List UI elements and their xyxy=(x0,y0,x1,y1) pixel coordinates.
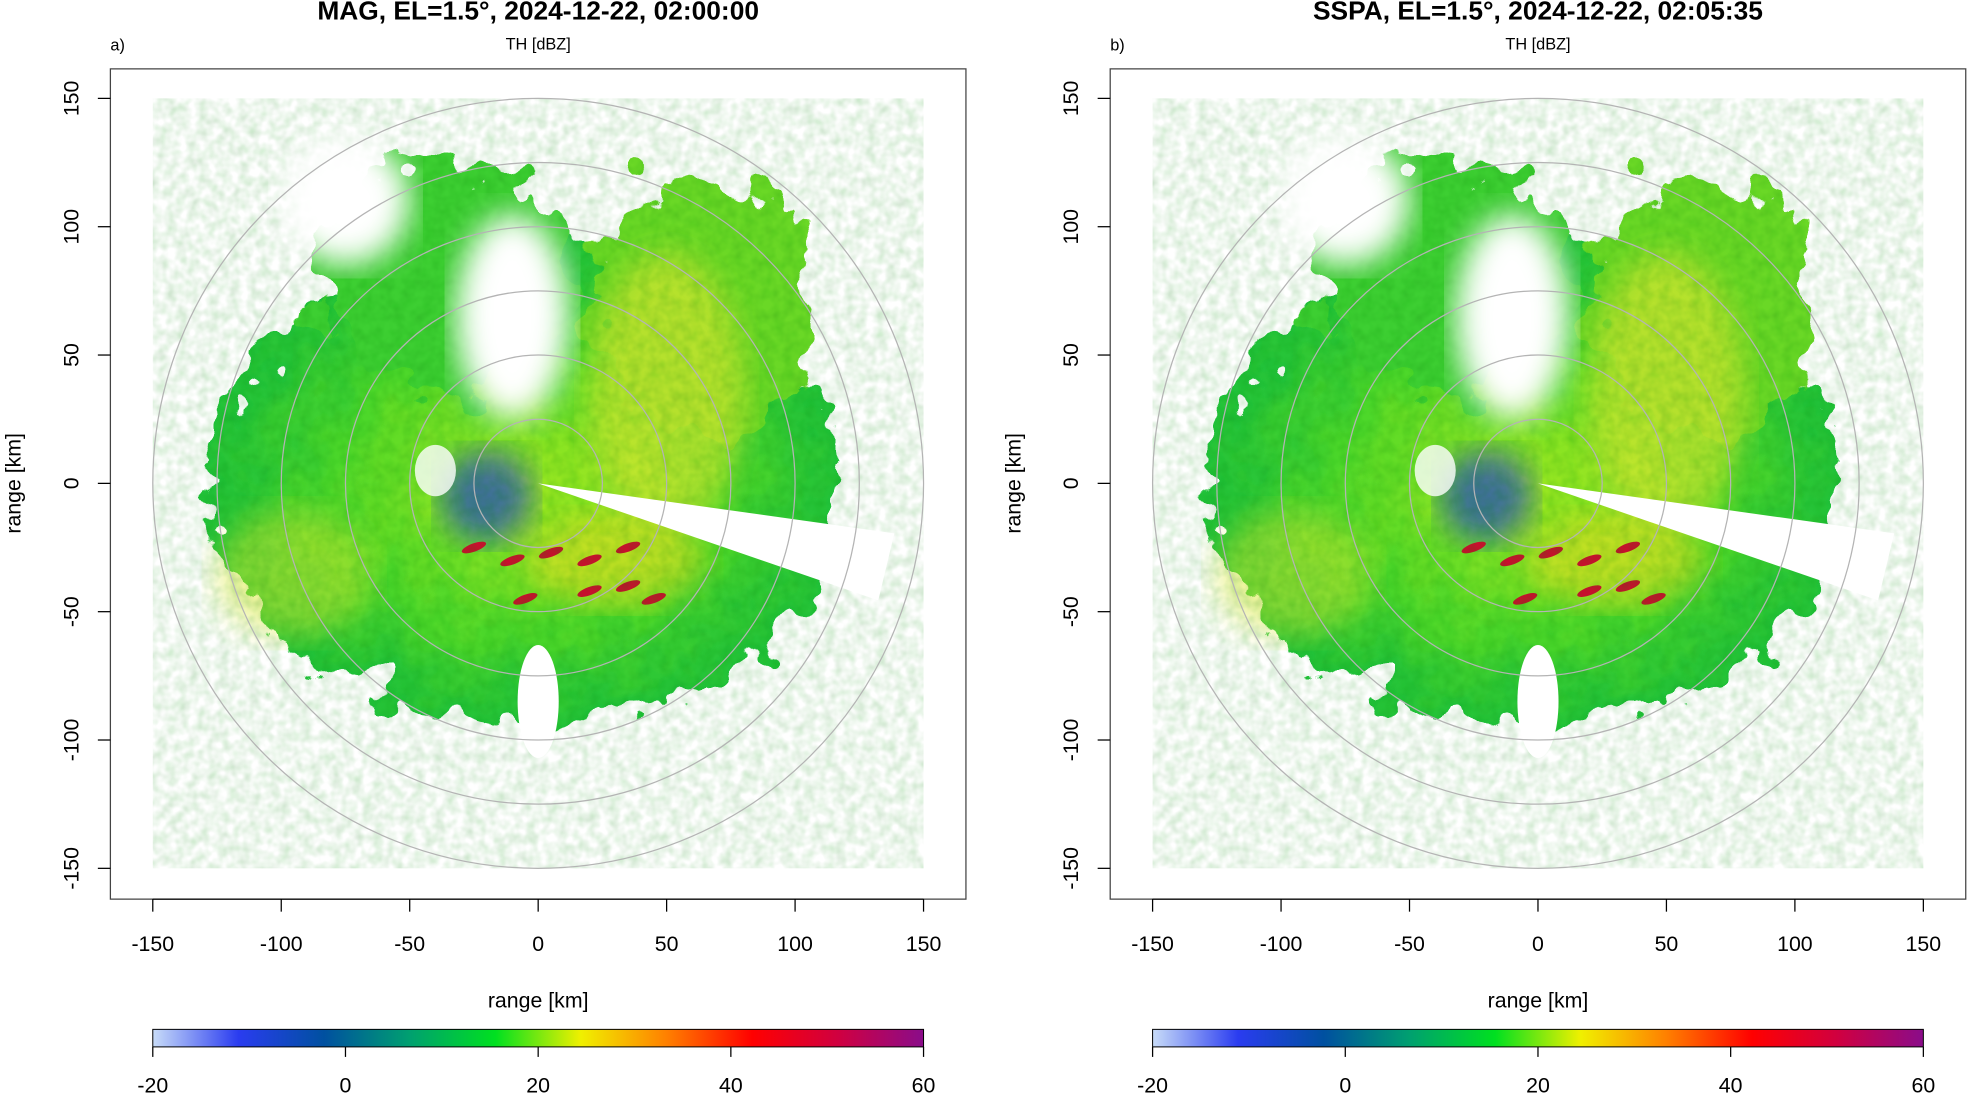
x-tick-label: -150 xyxy=(131,932,174,956)
colorbar-tick-label: 20 xyxy=(1526,1074,1550,1098)
range-ring xyxy=(1473,418,1603,549)
range-ring xyxy=(1216,161,1860,805)
panel: -150 -100 -50 0 50 100 150 -150 -100 -50 0 50 100 150… xyxy=(2,0,967,1098)
x-tick-label: 150 xyxy=(906,932,942,956)
gap-south xyxy=(1517,645,1559,758)
y-tick-label: 150 xyxy=(1059,80,1083,116)
colorbar-tick-label: 0 xyxy=(1339,1074,1351,1098)
x-axis-label: range [km] xyxy=(1488,988,1589,1012)
x-tick-label: -100 xyxy=(1260,932,1303,956)
x-tick-label: 150 xyxy=(1906,932,1942,956)
y-tick-label: -100 xyxy=(59,719,83,762)
x-tick-label: -50 xyxy=(1394,932,1425,956)
x-tick-label: 50 xyxy=(1655,932,1679,956)
radar-field xyxy=(1152,98,1924,869)
gap-north xyxy=(455,213,569,420)
range-ring xyxy=(1344,290,1732,677)
colorbar-tick-label: -20 xyxy=(137,1074,168,1098)
range-ring xyxy=(1151,97,1924,869)
subtitle: TH [dBZ] xyxy=(506,35,571,53)
x-tick-label: 100 xyxy=(1777,932,1813,956)
range-ring xyxy=(344,290,732,677)
y-tick-label: 50 xyxy=(59,343,83,367)
range-ring xyxy=(152,97,925,869)
colorbar-tick-label: 20 xyxy=(526,1074,550,1098)
range-ring xyxy=(409,354,668,613)
y-tick-label: 0 xyxy=(1059,477,1083,489)
colorbar-tick-label: 60 xyxy=(912,1074,936,1098)
y-tick-label: 100 xyxy=(59,209,83,245)
gap-west xyxy=(414,444,456,497)
y-tick-label: -150 xyxy=(59,847,83,890)
x-axis-label: range [km] xyxy=(488,988,589,1012)
range-ring xyxy=(1280,226,1796,741)
colorbar xyxy=(152,1028,925,1048)
x-tick-label: 50 xyxy=(655,932,679,956)
range-ring xyxy=(473,418,604,549)
y-tick-label: -150 xyxy=(1059,847,1083,890)
y-tick-label: 150 xyxy=(59,80,83,116)
x-tick-label: 0 xyxy=(532,932,544,956)
y-axis-label: range [km] xyxy=(1001,433,1025,534)
panel-label: a) xyxy=(110,37,124,55)
y-tick-label: 100 xyxy=(1059,209,1083,245)
x-tick-label: 0 xyxy=(1532,932,1544,956)
y-tick-label: -50 xyxy=(1059,596,1083,627)
colorbar-tick-label: 0 xyxy=(340,1074,352,1098)
x-tick-label: -100 xyxy=(260,932,303,956)
y-tick-label: -100 xyxy=(1059,719,1083,762)
y-axis-label: range [km] xyxy=(2,433,26,534)
x-tick-label: -50 xyxy=(394,932,425,956)
gap-west xyxy=(1414,444,1456,497)
x-tick-label: -150 xyxy=(1131,932,1174,956)
range-ring xyxy=(1408,354,1668,613)
blocked-sector xyxy=(1537,483,1895,601)
colorbar xyxy=(1152,1028,1924,1048)
radar-field xyxy=(152,98,924,869)
range-ring xyxy=(280,226,796,741)
gap-south xyxy=(517,645,559,758)
y-tick-label: 0 xyxy=(59,477,83,489)
colorbar-tick-label: -20 xyxy=(1137,1074,1168,1098)
blocked-sector xyxy=(538,483,895,601)
colorbar-tick-label: 40 xyxy=(1719,1074,1743,1098)
field-shapes xyxy=(152,98,924,869)
gap-north2 xyxy=(1281,136,1410,266)
chart-title: MAG, EL=1.5°, 2024-12-22, 02:00:00 xyxy=(317,0,759,25)
y-tick-label: 50 xyxy=(1059,343,1083,367)
gap-north2 xyxy=(281,136,410,266)
x-tick-label: 100 xyxy=(777,932,813,956)
colorbar-tick-label: 60 xyxy=(1911,1074,1935,1098)
gap-north xyxy=(1455,213,1569,420)
y-tick-label: -50 xyxy=(59,596,83,627)
field-shapes xyxy=(1152,98,1924,869)
panel: -150 -100 -50 0 50 100 150 -150 -100 -50 0 50 100 150… xyxy=(1001,0,1967,1098)
subtitle: TH [dBZ] xyxy=(1505,35,1570,53)
colorbar-tick-label: 40 xyxy=(719,1074,743,1098)
chart-title: SSPA, EL=1.5°, 2024-12-22, 02:05:35 xyxy=(1313,0,1763,25)
range-ring xyxy=(216,161,860,805)
panel-label: b) xyxy=(1110,37,1124,55)
